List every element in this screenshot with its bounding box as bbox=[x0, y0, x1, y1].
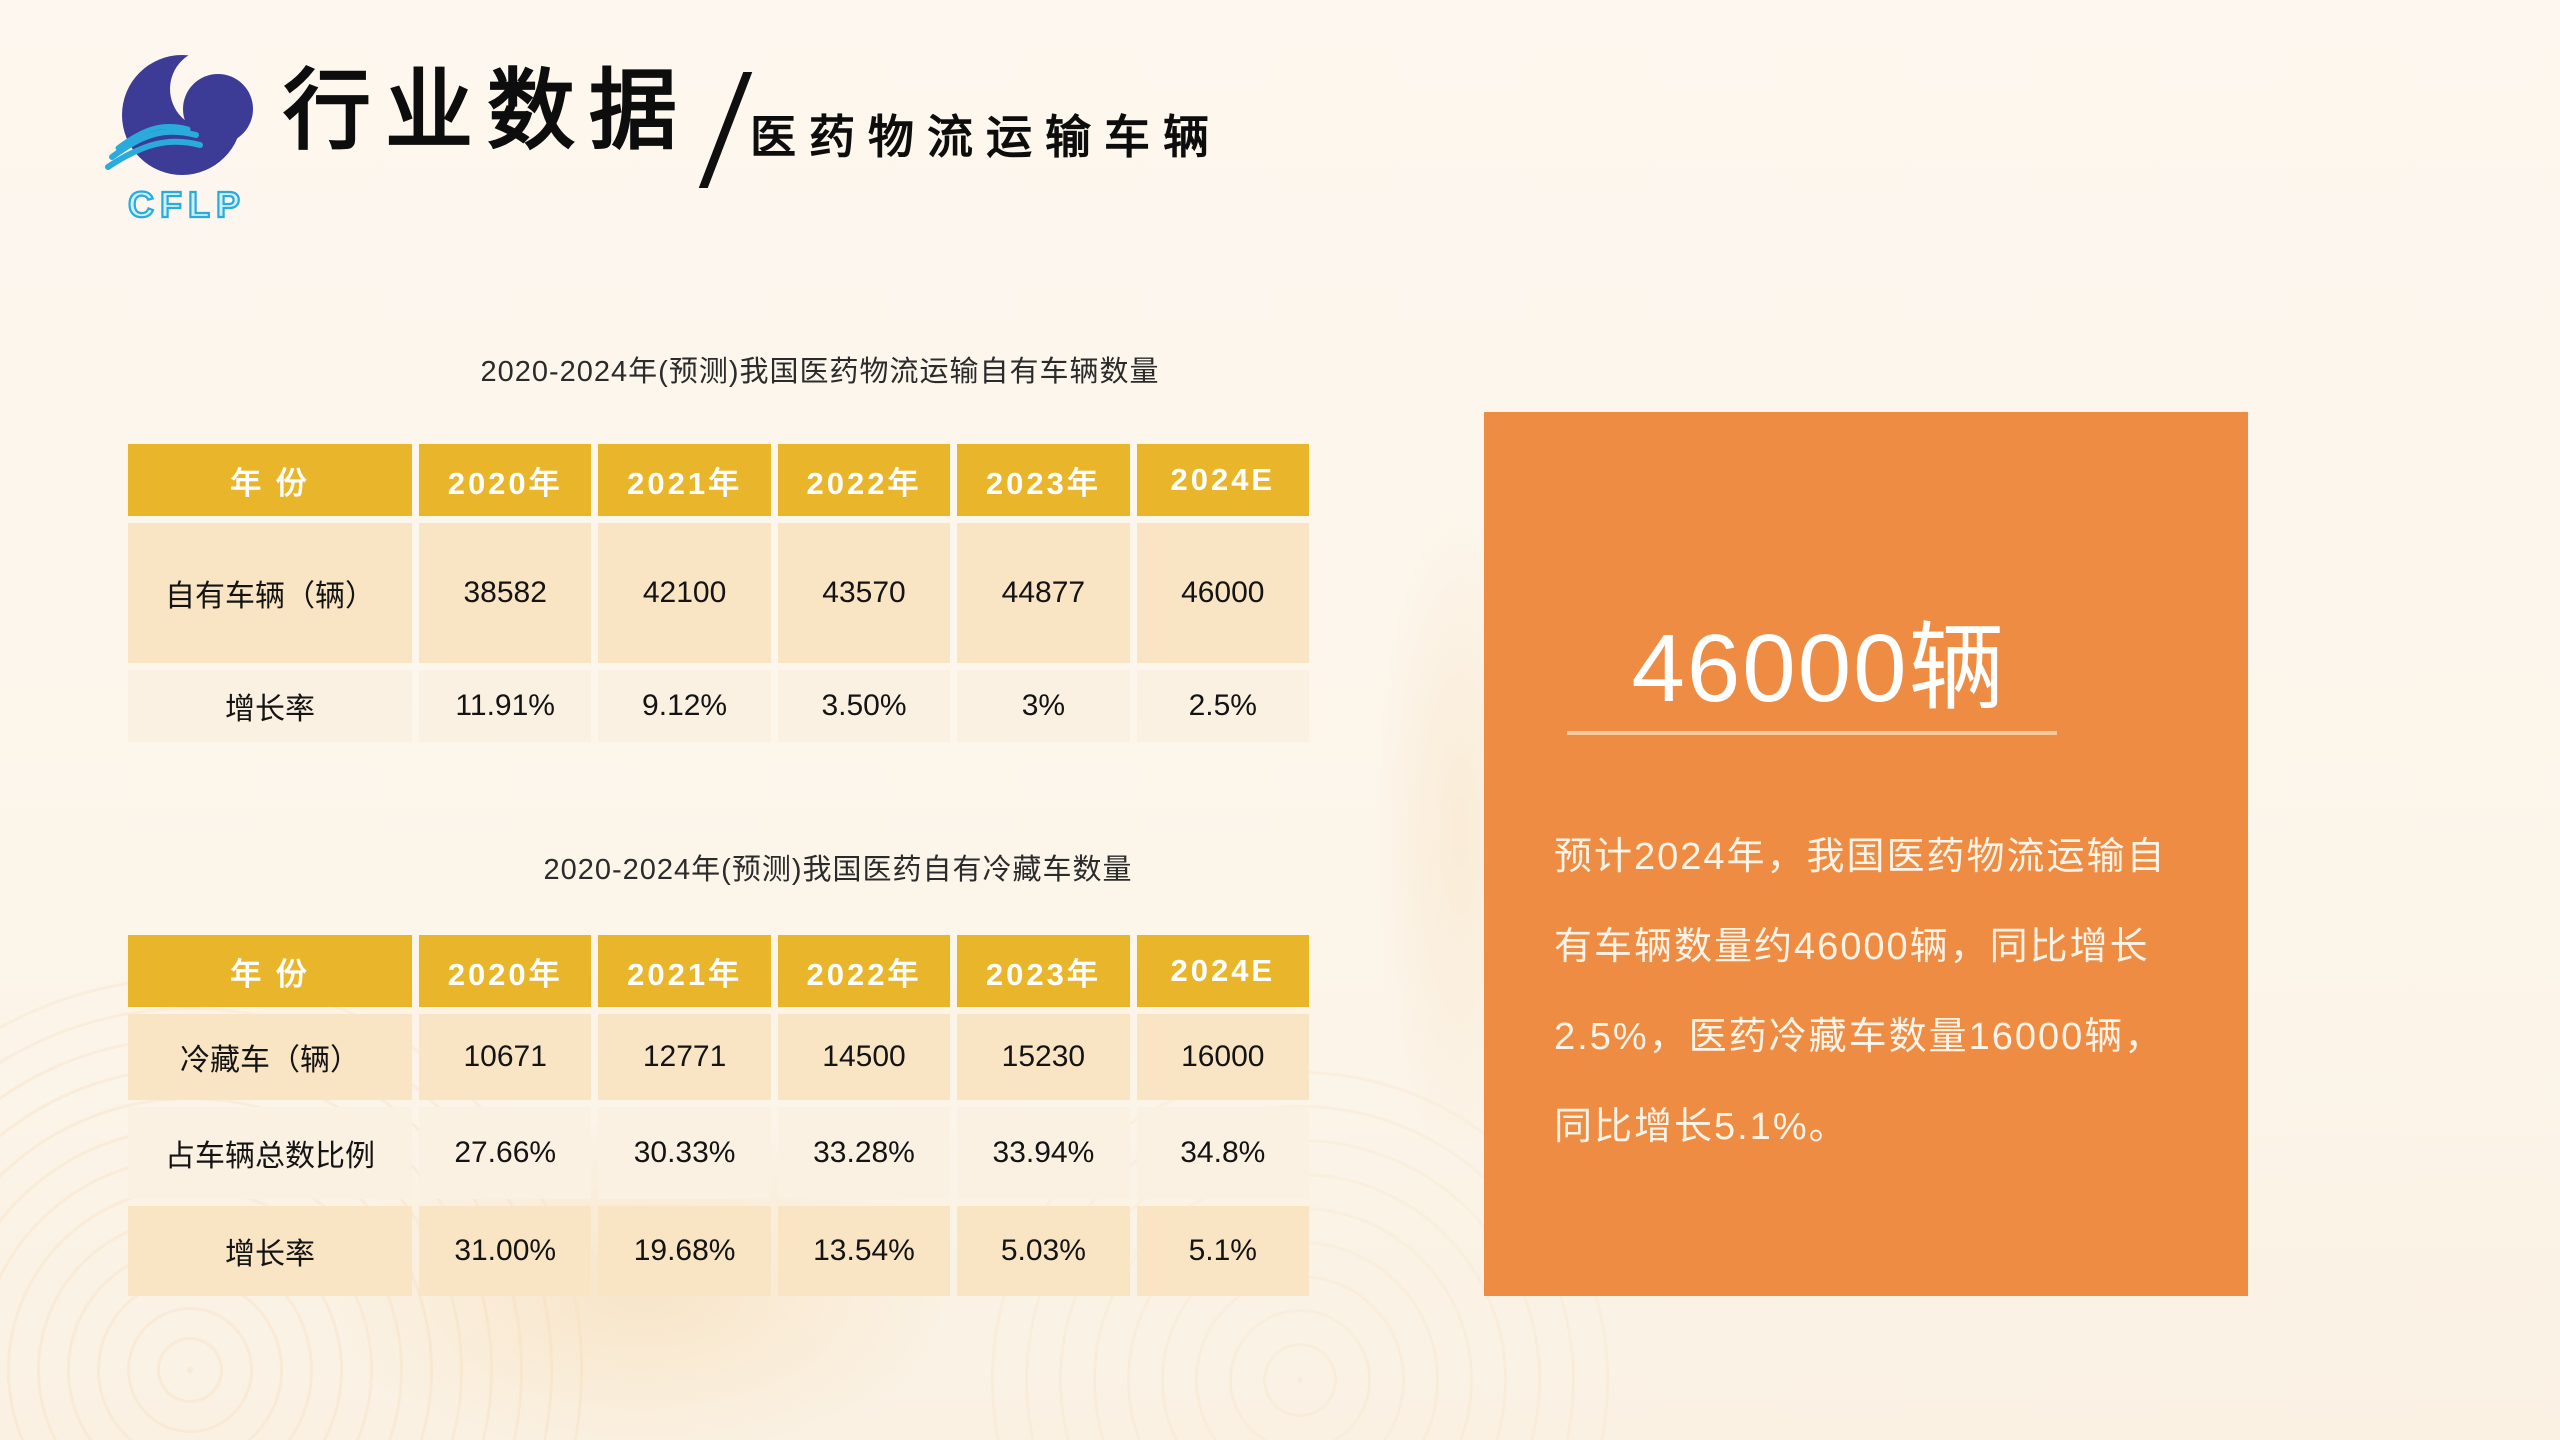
highlight-panel: 46000辆 预计2024年，我国医药物流运输自 有车辆数量约46000辆，同比… bbox=[1484, 412, 2248, 1296]
highlight-body-text: 预计2024年，我国医药物流运输自 有车辆数量约46000辆，同比增长 2.5%… bbox=[1554, 812, 2194, 1172]
table2-cell: 16000 bbox=[1136, 1014, 1309, 1100]
table2-header-year: 年 份 bbox=[128, 935, 412, 1007]
table2-cell: 33.94% bbox=[957, 1107, 1130, 1199]
table2-header-2023: 2023年 bbox=[957, 935, 1130, 1007]
table2-cell: 33.28% bbox=[777, 1107, 951, 1199]
highlight-body-line: 有车辆数量约46000辆，同比增长 bbox=[1554, 926, 2150, 968]
table2-cell: 10671 bbox=[419, 1014, 592, 1100]
table2-header-2024e: 2024E bbox=[1136, 935, 1309, 1007]
table1-cell: 44877 bbox=[957, 523, 1130, 663]
title-slash-divider bbox=[698, 72, 753, 188]
page-subtitle: 医药物流运输车辆 bbox=[750, 111, 1223, 163]
table1-cell: 11.91% bbox=[419, 670, 592, 742]
table2-row-label: 冷藏车（辆） bbox=[128, 1014, 412, 1100]
table2-cell: 5.1% bbox=[1136, 1206, 1309, 1296]
page-title-row: 行业数据 医药物流运输车辆 bbox=[283, 61, 1223, 188]
table2-cell: 31.00% bbox=[419, 1206, 592, 1296]
table2-cell: 19.68% bbox=[598, 1206, 771, 1296]
table2-cell: 5.03% bbox=[957, 1206, 1130, 1296]
table2-cell: 15230 bbox=[957, 1014, 1130, 1100]
owned-vehicles-table: 年 份 2020年 2021年 2022年 2023年 2024E 自有车辆（辆… bbox=[128, 444, 1309, 742]
table1-cell: 3.50% bbox=[777, 670, 951, 742]
table2-cell: 30.33% bbox=[598, 1107, 771, 1199]
table1-cell: 42100 bbox=[598, 523, 771, 663]
page-title: 行业数据 bbox=[283, 61, 692, 160]
table1-row-label: 自有车辆（辆） bbox=[128, 523, 412, 663]
table2-cell: 13.54% bbox=[777, 1206, 951, 1296]
table1-cell: 43570 bbox=[777, 523, 951, 663]
table2-header-2021: 2021年 bbox=[598, 935, 771, 1007]
table2-row-label: 占车辆总数比例 bbox=[128, 1107, 412, 1199]
cflp-logo: CFLP bbox=[100, 45, 260, 226]
table2-header-2022: 2022年 bbox=[777, 935, 951, 1007]
table1-header-2023: 2023年 bbox=[957, 444, 1130, 516]
table1-header-year: 年 份 bbox=[128, 444, 412, 516]
table1-header-2024e: 2024E bbox=[1136, 444, 1309, 516]
cflp-globe-icon: CFLP bbox=[105, 49, 253, 226]
table1-cell: 2.5% bbox=[1136, 670, 1309, 742]
refrigerated-vehicles-table: 年 份 2020年 2021年 2022年 2023年 2024E 冷藏车（辆）… bbox=[128, 935, 1309, 1296]
table2-cell: 27.66% bbox=[419, 1107, 592, 1199]
highlight-body-line: 同比增长5.1%。 bbox=[1554, 1106, 1849, 1148]
table2-caption: 2020-2024年(预测)我国医药自有冷藏车数量 bbox=[543, 854, 1133, 886]
table2-cell: 14500 bbox=[777, 1014, 951, 1100]
cflp-logo-text: CFLP bbox=[128, 184, 246, 225]
highlight-divider-line bbox=[1567, 731, 2057, 735]
table2-cell: 12771 bbox=[598, 1014, 771, 1100]
table1-header-2020: 2020年 bbox=[419, 444, 592, 516]
highlight-body-line: 2.5%，医药冷藏车数量16000辆， bbox=[1554, 1016, 2165, 1058]
table2-cell: 34.8% bbox=[1136, 1107, 1309, 1199]
table1-cell: 3% bbox=[957, 670, 1130, 742]
highlight-headline: 46000辆 bbox=[1631, 615, 2007, 722]
table1-row-label: 增长率 bbox=[128, 670, 412, 742]
table1-cell: 38582 bbox=[419, 523, 592, 663]
table2-row-label: 增长率 bbox=[128, 1206, 412, 1296]
table1-caption: 2020-2024年(预测)我国医药物流运输自有车辆数量 bbox=[480, 356, 1160, 388]
table1-header-2021: 2021年 bbox=[598, 444, 771, 516]
table1-cell: 9.12% bbox=[598, 670, 771, 742]
table1-cell: 46000 bbox=[1136, 523, 1309, 663]
table2-header-2020: 2020年 bbox=[419, 935, 592, 1007]
highlight-body-line: 预计2024年，我国医药物流运输自 bbox=[1554, 836, 2167, 878]
table1-header-2022: 2022年 bbox=[777, 444, 951, 516]
